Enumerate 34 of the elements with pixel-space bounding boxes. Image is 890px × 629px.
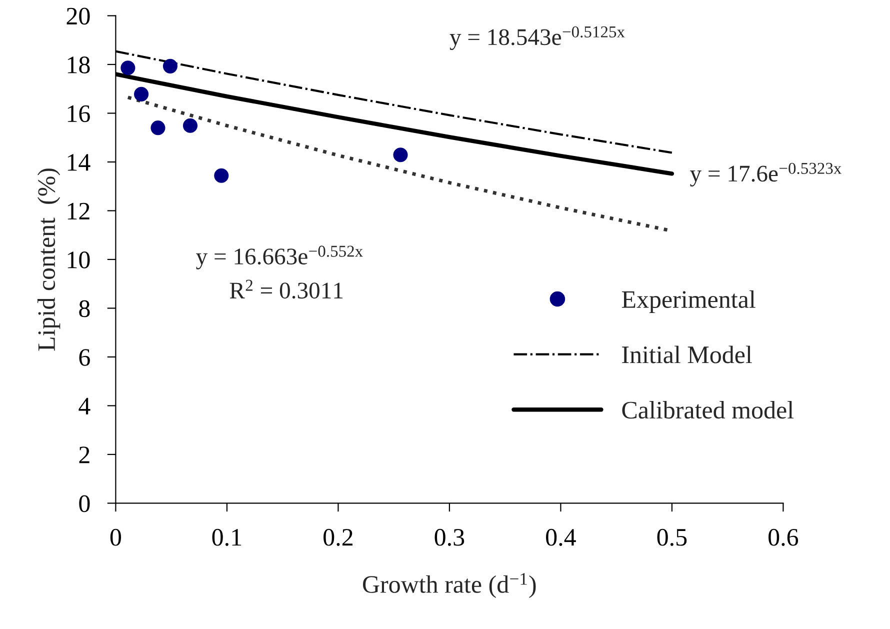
x-tick-label: 0.4: [546, 528, 576, 546]
legend-label: Calibrated model: [622, 401, 794, 419]
y-tick-label: 6: [79, 349, 90, 366]
annotation: y = 16.663e$^{−0.552x}$: [196, 246, 363, 270]
annotation: y = 18.543e$^{−0.5125x}$: [450, 26, 625, 50]
legend-label: Initial Model: [622, 346, 752, 364]
y-tick-label: 10: [68, 252, 90, 268]
legend-label: Experimental: [622, 290, 756, 314]
x-axis-title: Growth rate (d$^{−1}$): [362, 573, 536, 598]
y-tick-label: 4: [78, 398, 90, 414]
y-tick-label: 18: [68, 56, 90, 74]
x-tick-label: 0: [110, 528, 121, 546]
point: [150, 120, 166, 136]
y-tick-label: 8: [79, 300, 90, 318]
point: [393, 148, 408, 162]
annotation: R$^{2}$ = 0.3011: [230, 280, 343, 299]
point: [134, 86, 149, 102]
y-tick-label: 12: [68, 202, 90, 220]
x-tick-label: 0.5: [657, 528, 687, 546]
x-tick-label: 0.2: [324, 528, 352, 546]
y-tick-label: 20: [66, 8, 90, 25]
y-tick-label: 0: [79, 495, 90, 512]
point: [214, 168, 229, 183]
y-axis-title: Lipid content (%): [37, 168, 60, 351]
y-tick-label: 14: [68, 154, 90, 171]
point: [162, 58, 178, 74]
y-tick-label: 16: [68, 105, 90, 122]
x-tick-label: 0.6: [768, 528, 798, 546]
y-tick-label: 2: [79, 446, 90, 464]
annotation: y = 17.6e$^{−0.5323x}$: [690, 162, 842, 186]
x-tick-label: 0.3: [434, 528, 464, 546]
point: [182, 118, 198, 133]
point: [120, 60, 136, 76]
x-tick-label: 0.1: [212, 528, 242, 546]
